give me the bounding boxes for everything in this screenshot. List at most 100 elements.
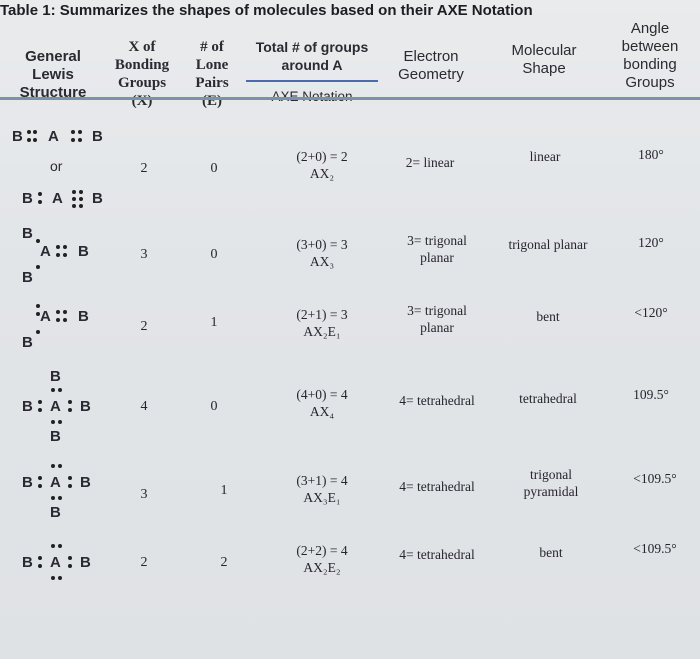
electron-dot: [36, 304, 40, 308]
row2-molecular-shape: trigonal planar: [508, 237, 588, 252]
header-general-lewis-structure: General Lewis Structure: [19, 48, 87, 101]
electron-dot: [72, 197, 76, 201]
row4-molecular-shape: tetrahedral: [519, 391, 577, 406]
lewis-atom-label: B: [78, 308, 89, 325]
lewis-atom-label: A: [50, 474, 61, 491]
lewis-structure-ax3e1: B A B B: [0, 460, 120, 526]
electron-dot: [38, 564, 42, 568]
electron-dot: [27, 138, 31, 142]
row1-e: 0: [210, 161, 218, 176]
row1-x: 2: [140, 161, 148, 176]
lewis-atom-label: A: [50, 554, 61, 571]
electron-dot: [38, 408, 42, 412]
electron-dot: [58, 544, 62, 548]
electron-dot: [38, 400, 42, 404]
electron-dot: [79, 197, 83, 201]
electron-dot: [72, 204, 76, 208]
electron-dot: [36, 312, 40, 316]
lewis-atom-label: A: [48, 128, 59, 145]
row5-molecular-shape: trigonal pyramidal: [523, 467, 579, 499]
lewis-atom-label: B: [22, 398, 33, 415]
electron-dot: [68, 476, 72, 480]
electron-dot: [56, 245, 60, 249]
lewis-atom-label: B: [80, 398, 91, 415]
lewis-atom-label: B: [50, 368, 61, 385]
electron-dot: [78, 138, 82, 142]
lewis-atom-label: B: [80, 474, 91, 491]
electron-dot: [78, 130, 82, 134]
electron-dot: [63, 318, 67, 322]
lewis-atom-label: B: [22, 269, 33, 286]
lewis-atom-label: B: [50, 428, 61, 445]
lewis-atom-label: A: [40, 243, 51, 260]
electron-dot: [58, 496, 62, 500]
lewis-atom-label: B: [92, 128, 103, 145]
lewis-atom-label: A: [50, 398, 61, 415]
lewis-structure-ax2: B A B or B A B: [0, 120, 120, 220]
row5-angle: <109.5°: [633, 471, 677, 486]
electron-dot: [38, 484, 42, 488]
header-axe-notation: AXE Notation: [250, 88, 374, 106]
electron-dot: [38, 476, 42, 480]
row5-e: 1: [220, 483, 228, 498]
row6-angle: <109.5°: [633, 541, 677, 556]
header-total-groups: Total # of groups around A: [255, 39, 369, 73]
row6-e: 2: [220, 555, 228, 570]
row2-x: 3: [140, 247, 148, 262]
electron-dot: [33, 138, 37, 142]
row4-electron-geometry: 4= tetrahedral: [399, 393, 475, 408]
electron-dot: [72, 190, 76, 194]
lewis-atom-label: A: [40, 308, 51, 325]
electron-dot: [38, 200, 42, 204]
electron-dot: [68, 556, 72, 560]
row2-angle: 120°: [638, 235, 664, 250]
electron-dot: [58, 464, 62, 468]
lewis-atom-label: B: [22, 190, 33, 207]
lewis-atom-label: B: [80, 554, 91, 571]
electron-dot: [51, 576, 55, 580]
lewis-or-label: or: [50, 158, 63, 174]
electron-dot: [36, 239, 40, 243]
lewis-atom-label: B: [92, 190, 103, 207]
lewis-atom-label: B: [22, 474, 33, 491]
row2-e: 0: [210, 247, 218, 262]
electron-dot: [51, 496, 55, 500]
row5-x: 3: [140, 487, 148, 502]
lewis-structure-ax2e1: A B B: [0, 298, 120, 354]
row6-electron-geometry: 4= tetrahedral: [399, 547, 475, 562]
electron-dot: [56, 253, 60, 257]
row4-total: (4+0) = 4 AX₄: [296, 387, 348, 419]
electron-dot: [51, 464, 55, 468]
electron-dot: [68, 484, 72, 488]
electron-dot: [68, 564, 72, 568]
lewis-atom-label: B: [50, 504, 61, 521]
electron-dot: [27, 130, 31, 134]
electron-dot: [38, 192, 42, 196]
header-electron-geometry: Electron Geometry: [398, 48, 464, 83]
electron-dot: [58, 388, 62, 392]
electron-dot: [79, 190, 83, 194]
header-rule: [0, 97, 700, 100]
electron-dot: [63, 253, 67, 257]
row1-total: (2+0) = 2 AX₂: [296, 149, 348, 181]
electron-dot: [56, 318, 60, 322]
lewis-atom-label: B: [12, 128, 23, 145]
electron-dot: [51, 420, 55, 424]
electron-dot: [68, 400, 72, 404]
electron-dot: [33, 130, 37, 134]
electron-dot: [68, 408, 72, 412]
electron-dot: [63, 310, 67, 314]
row5-electron-geometry: 4= tetrahedral: [399, 479, 475, 494]
lewis-structure-ax4: B B A B B: [0, 368, 120, 450]
electron-dot: [56, 310, 60, 314]
row6-x: 2: [140, 555, 148, 570]
lewis-structure-ax2e2: B A B: [0, 540, 120, 590]
row3-x: 2: [140, 319, 148, 334]
row1-molecular-shape: linear: [529, 149, 561, 164]
row2-electron-geometry: 3= trigonal planar: [407, 233, 467, 265]
lewis-atom-label: B: [22, 554, 33, 571]
lewis-atom-label: B: [78, 243, 89, 260]
header-angle-between-bonding-groups: Angle between bonding Groups: [621, 20, 679, 91]
electron-dot: [36, 330, 40, 334]
